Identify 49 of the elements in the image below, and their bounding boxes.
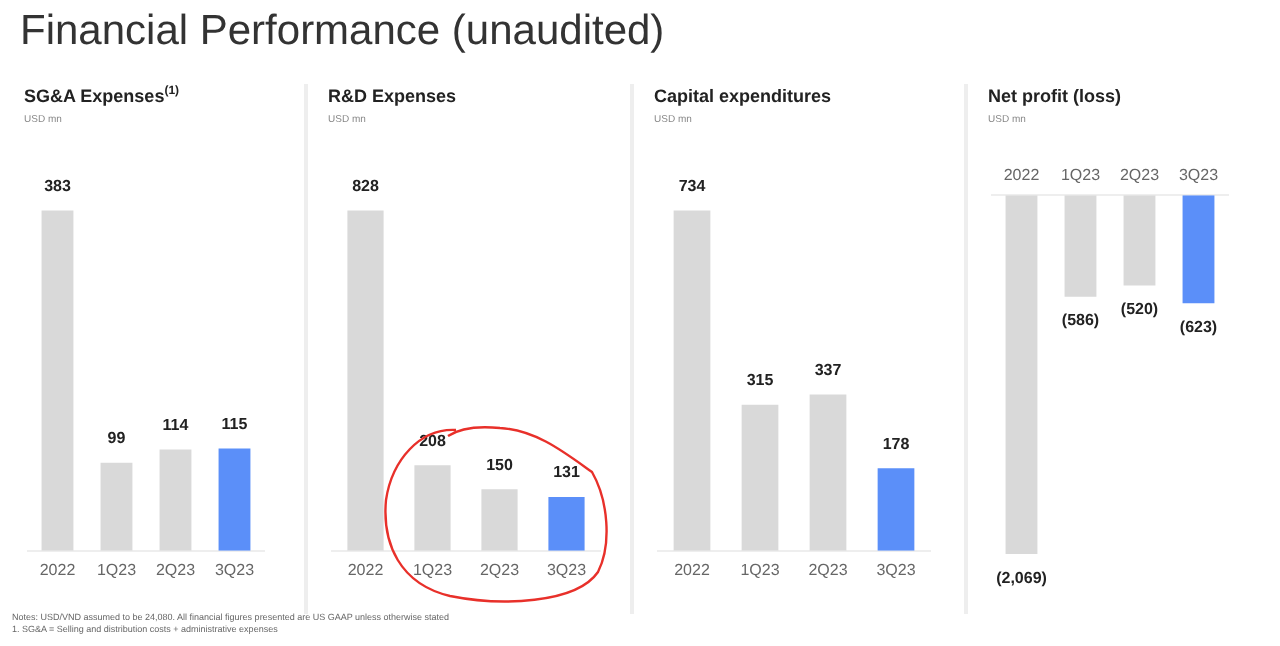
bar [877,468,915,551]
x-tick-label: 2022 [1003,166,1041,185]
data-label: 178 [882,434,911,453]
chart-title: R&D Expenses [328,86,457,106]
data-label: (2,069) [996,568,1048,587]
chart-title: Capital expenditures [654,86,832,106]
data-label: (623) [1179,317,1218,336]
bar [481,489,518,551]
x-tick-label: 3Q23 [876,560,917,579]
bar [218,448,251,551]
x-tick-label: 1Q23 [96,560,138,579]
text: Financial Performance (unaudited) [20,8,665,56]
bar [41,210,74,551]
data-label: 337 [814,360,843,379]
bar [741,404,779,551]
bar [100,462,133,551]
bar [159,449,192,551]
data-label: 99 [107,429,127,448]
chart-title: SG&A Expenses$^{(1)}$ [24,86,180,106]
data-label: 383 [44,176,72,195]
data-label: 208 [419,431,447,450]
x-tick-label: 2Q23 [1119,166,1161,185]
x-tick-label: 2022 [347,560,385,579]
bar [809,394,847,551]
data-label: 828 [352,176,380,195]
x-tick-label: 1Q23 [1060,166,1102,185]
bar [673,210,711,551]
data-label: 734 [678,176,707,195]
data-label: 150 [486,455,514,474]
data-label: 114 [162,415,190,434]
x-tick-label: 3Q23 [1178,166,1220,185]
x-tick-label: 1Q23 [412,560,454,579]
x-tick-label: 3Q23 [546,560,588,579]
data-label: 115 [221,415,249,434]
x-tick-label: 2022 [39,560,77,579]
x-tick-label: 2Q23 [479,560,521,579]
x-tick-label: 1Q23 [740,560,781,579]
x-tick-label: 3Q23 [214,560,256,579]
data-label: 131 [553,463,581,482]
bar [414,465,451,551]
chart-title: Net profit (loss) [988,86,1121,106]
data-label: 315 [746,371,775,390]
x-tick-label: 2Q23 [155,560,197,579]
data-label: (520) [1120,299,1159,318]
x-tick-label: 2022 [674,560,711,579]
bar [347,210,384,551]
x-tick-label: 2Q23 [808,560,849,579]
data-label: (586) [1061,311,1100,330]
bar [548,496,585,551]
